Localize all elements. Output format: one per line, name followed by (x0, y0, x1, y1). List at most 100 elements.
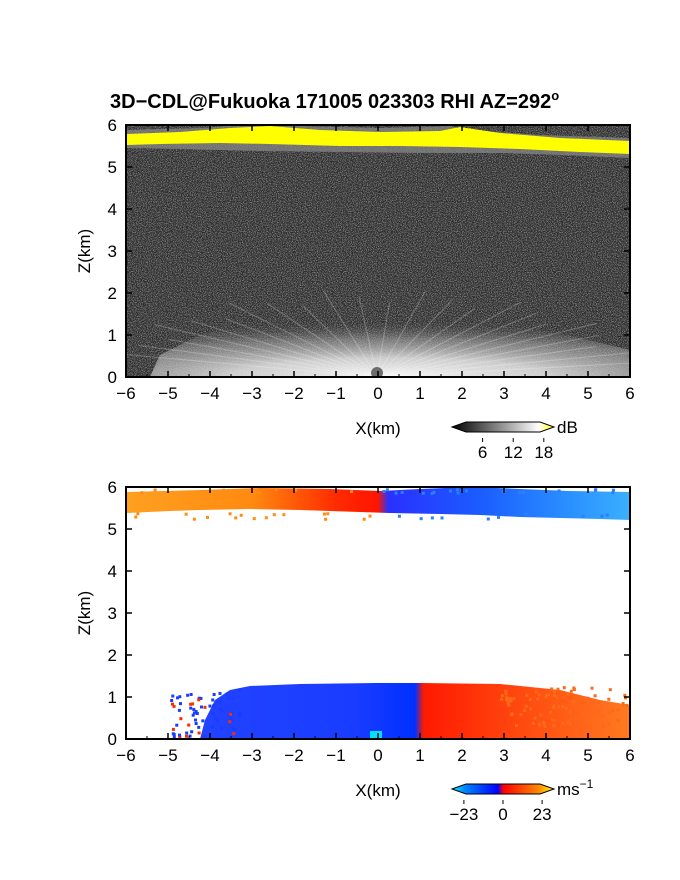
velocity-edge-pixel (177, 708, 181, 712)
velocity-edge-pixel (170, 699, 174, 703)
velocity-colorbar-tick-label: 0 (498, 805, 507, 824)
velocity-edge-pixel (504, 689, 508, 693)
reflectivity-colorbar-bar (450, 421, 556, 433)
velocity-edge-pixel (197, 731, 201, 735)
velocity-edge-pixel (623, 693, 627, 697)
velocity-edge-pixel (430, 516, 434, 520)
velocity-edge-pixel (497, 515, 501, 519)
velocity-y-tick-label: 2 (108, 646, 117, 665)
reflectivity-colorbar-tick-label: 18 (534, 443, 553, 462)
velocity-edge-pixel (229, 718, 233, 722)
velocity-edge-pixel (176, 696, 180, 700)
velocity-edge-pixel (590, 720, 594, 724)
velocity-colorbar-ticks: −23 0 23 (449, 800, 552, 824)
velocity-edge-pixel (201, 719, 205, 723)
velocity-edge-pixel (179, 717, 183, 721)
velocity-edge-pixel (552, 704, 556, 708)
velocity-low-layer (200, 683, 630, 739)
velocity-x-tick-label: 2 (457, 746, 466, 765)
velocity-edge-pixel (616, 708, 620, 712)
velocity-edge-pixel (234, 728, 238, 732)
velocity-edge-pixel (587, 703, 591, 707)
velocity-edge-pixel (228, 512, 232, 516)
velocity-edge-pixel (194, 722, 198, 726)
scan-ray (376, 352, 630, 377)
velocity-edge-pixel (544, 695, 548, 699)
velocity-edge-pixel (197, 725, 201, 729)
velocity-edge-pixel (607, 721, 611, 725)
velocity-edge-pixel (232, 732, 236, 736)
velocity-edge-pixel (624, 696, 628, 700)
velocity-edge-pixel (172, 735, 176, 739)
velocity-edge-pixel (190, 730, 194, 734)
velocity-edge-pixel (234, 516, 238, 520)
velocity-edge-pixel (350, 490, 354, 494)
scan-ray (376, 299, 454, 377)
velocity-x-axis: −6 −5 −4 −3 −2 −1 0 1 2 3 4 5 6 (116, 487, 635, 765)
velocity-edge-pixel (600, 514, 604, 518)
velocity-edge-pixel (607, 697, 611, 701)
scan-ray (376, 334, 600, 377)
scan-ray (376, 291, 426, 377)
reflectivity-y-tick-label: 4 (108, 200, 117, 219)
velocity-edge-pixel (596, 700, 600, 704)
velocity-edge-pixel (504, 692, 508, 696)
velocity-edge-pixel (237, 711, 241, 715)
reflectivity-colorbar-unit: dB (557, 418, 578, 437)
velocity-edge-pixel (464, 489, 468, 493)
velocity-edge-pixel (605, 513, 609, 517)
reflectivity-x-tick-label: 2 (457, 384, 466, 403)
velocity-y-axis: 0 1 2 3 4 5 6 (108, 478, 630, 749)
reflectivity-x-tick-label: 3 (499, 384, 508, 403)
scan-ray (169, 338, 378, 377)
velocity-edge-pixel (448, 489, 452, 493)
velocity-edge-pixel (218, 691, 222, 695)
velocity-x-tick-label: 6 (625, 746, 634, 765)
velocity-y-tick-label: 1 (108, 688, 117, 707)
velocity-edge-pixel (625, 703, 629, 707)
velocity-edge-pixel (534, 690, 538, 694)
velocity-edge-pixel (229, 712, 233, 716)
velocity-edge-pixel (607, 710, 611, 714)
velocity-x-tick-label: 5 (583, 746, 592, 765)
velocity-edge-pixel (547, 692, 551, 696)
reflectivity-colorbar-tick-label: 6 (478, 443, 487, 462)
velocity-edge-pixel (186, 693, 190, 697)
velocity-edge-pixel (206, 515, 210, 519)
velocity-edge-pixel (178, 702, 182, 706)
velocity-edge-pixel (541, 720, 545, 724)
reflectivity-x-tick-label: 1 (415, 384, 424, 403)
velocity-edge-pixel (550, 687, 554, 691)
reflectivity-y-axis: 0 1 2 3 4 5 6 (108, 116, 630, 387)
velocity-edge-pixel (519, 713, 523, 717)
velocity-edge-pixel (241, 491, 245, 495)
velocity-edge-pixel (537, 693, 541, 697)
velocity-x-tick-label: −2 (284, 746, 303, 765)
velocity-x-tick-label: 4 (541, 746, 550, 765)
velocity-edge-pixel (562, 695, 566, 699)
velocity-edge-pixel (199, 696, 203, 700)
velocity-y-tick-label: 4 (108, 562, 117, 581)
velocity-edge-pixel (191, 713, 195, 717)
velocity-edge-pixel (257, 491, 261, 495)
velocity-edge-pixel (590, 686, 594, 690)
velocity-edge-pixel (175, 723, 179, 727)
velocity-edge-pixel (199, 705, 203, 709)
velocity-edge-pixel (562, 686, 566, 690)
scan-ray (376, 323, 547, 377)
velocity-edge-pixel (601, 723, 605, 727)
scan-ray (126, 353, 378, 377)
velocity-edge-pixel (533, 716, 537, 720)
velocity-edge-pixel (272, 513, 276, 517)
reflectivity-x-tick-label: −2 (284, 384, 303, 403)
velocity-edge-pixel (195, 712, 199, 716)
reflectivity-x-tick-label: −5 (158, 384, 177, 403)
velocity-x-tick-label: −5 (158, 746, 177, 765)
velocity-edge-pixel (508, 697, 512, 701)
velocity-edge-pixel (552, 690, 556, 694)
velocity-edge-pixel (419, 517, 423, 521)
reflectivity-colorbar: 6 12 18 dB (450, 418, 578, 462)
velocity-edge-pixel (203, 705, 207, 709)
velocity-edge-pixel (555, 696, 559, 700)
